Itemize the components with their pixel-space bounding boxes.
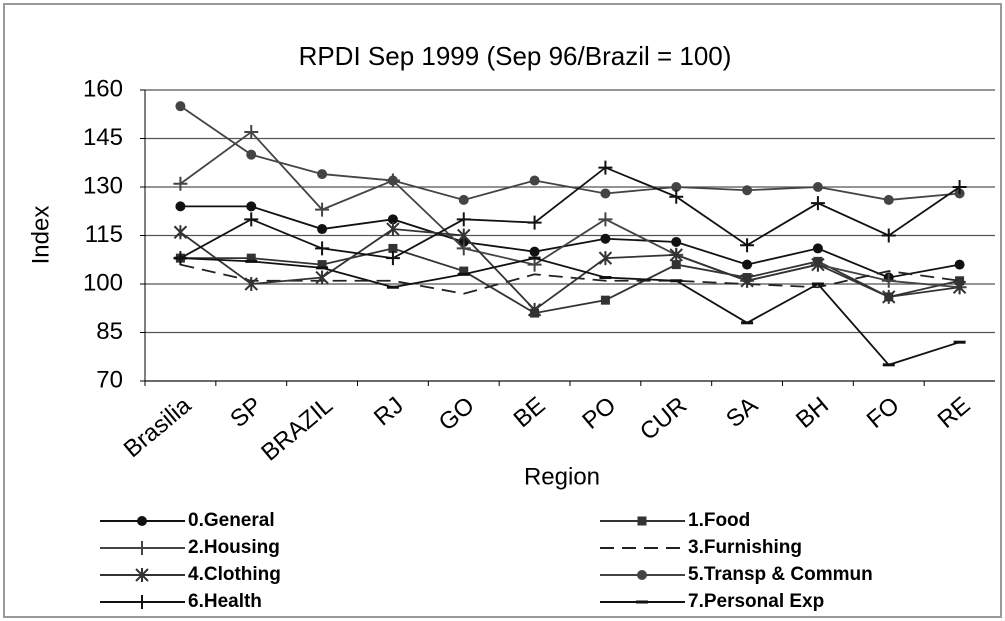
legend-label: 1.Food (688, 510, 750, 531)
marker (527, 302, 542, 317)
marker (244, 277, 258, 291)
marker (246, 149, 257, 160)
marker (671, 260, 681, 270)
y-tick-label: 85 (96, 318, 123, 345)
marker (529, 246, 540, 257)
series-line (179, 166, 961, 260)
legend-label: 3.Furnishing (688, 537, 802, 558)
marker (812, 243, 823, 254)
marker (883, 194, 894, 205)
y-tick-label: 100 (83, 269, 123, 296)
marker (175, 101, 186, 112)
series-line (179, 130, 960, 289)
marker (600, 233, 611, 244)
series-line (180, 257, 960, 366)
marker (881, 273, 896, 288)
marker (637, 570, 647, 580)
legend-label: 6.Health (188, 591, 262, 612)
marker (244, 125, 259, 140)
marker (388, 243, 398, 253)
marker (881, 228, 896, 243)
marker (456, 212, 471, 227)
marker (637, 516, 647, 526)
marker (952, 180, 967, 194)
series (175, 201, 965, 283)
chart-title: RPDI Sep 1999 (Sep 96/Brazil = 100) (299, 41, 732, 71)
marker (740, 238, 755, 253)
legend-label: 5.Transp & Commun (688, 564, 873, 585)
marker (317, 169, 328, 180)
marker (246, 253, 256, 263)
marker (387, 214, 398, 225)
marker (598, 251, 613, 266)
marker (812, 182, 823, 192)
marker (137, 516, 147, 526)
y-tick-label: 115 (85, 221, 123, 248)
marker (527, 215, 542, 230)
series-line (179, 228, 960, 312)
marker (459, 266, 469, 276)
marker (598, 212, 613, 227)
marker (315, 270, 329, 285)
marker (529, 175, 540, 186)
series (175, 101, 965, 205)
marker (244, 212, 259, 227)
marker (671, 236, 682, 247)
x-axis-title: Region (524, 463, 600, 490)
marker (810, 196, 825, 211)
marker (456, 241, 471, 256)
marker (173, 225, 188, 240)
marker (742, 185, 753, 196)
legend-label: 4.Clothing (188, 564, 281, 585)
series-line (180, 205, 960, 279)
marker (671, 182, 682, 192)
marker (882, 289, 896, 304)
marker (135, 541, 149, 555)
marker (600, 295, 610, 305)
marker (457, 228, 471, 243)
marker (315, 202, 330, 217)
marker (669, 189, 684, 204)
marker (173, 176, 188, 191)
marker (315, 241, 330, 256)
marker (600, 188, 611, 199)
marker (458, 194, 469, 205)
marker (135, 595, 149, 609)
marker (385, 251, 400, 266)
legend-label: 2.Housing (188, 537, 280, 558)
marker (527, 257, 542, 272)
y-tick-label: 160 (83, 75, 123, 102)
y-tick-label: 130 (83, 172, 123, 199)
marker (386, 222, 400, 237)
chart-frame (3, 3, 1002, 618)
marker (952, 280, 967, 295)
marker (811, 257, 825, 272)
series (174, 256, 966, 367)
series-line (179, 105, 960, 201)
marker (317, 260, 327, 270)
y-tick-label: 145 (83, 124, 123, 151)
marker (387, 175, 398, 186)
marker (175, 201, 186, 212)
marker (954, 259, 965, 270)
marker (740, 273, 754, 288)
marker (317, 224, 328, 235)
y-tick-label: 70 (96, 366, 123, 393)
legend-label: 7.Personal Exp (688, 591, 824, 612)
y-axis-title: Index (27, 206, 54, 265)
marker (742, 259, 753, 270)
series (173, 222, 967, 317)
marker (135, 568, 149, 582)
legend-label: 0.General (188, 510, 275, 531)
marker (598, 160, 613, 175)
marker (669, 247, 683, 262)
marker (246, 201, 257, 212)
